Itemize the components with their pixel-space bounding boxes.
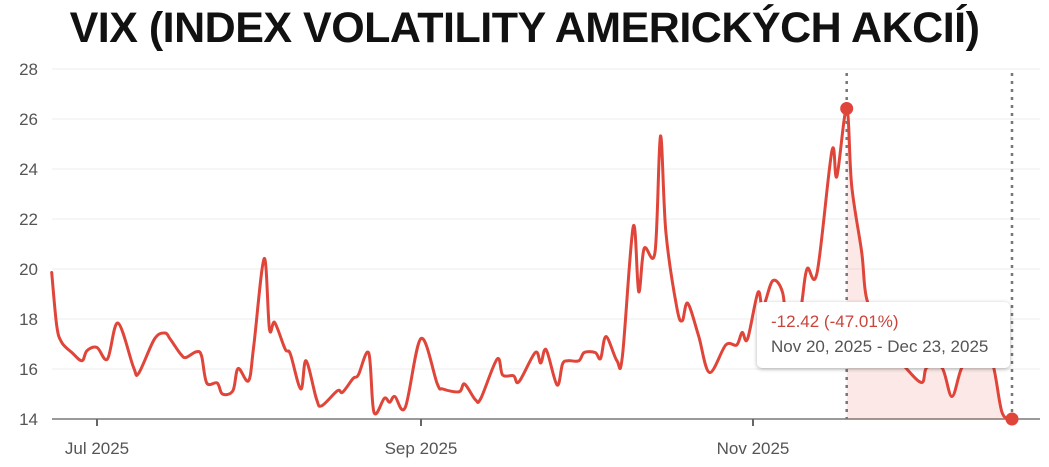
y-tick-label: 14 <box>19 410 38 429</box>
y-axis: 14 16 18 20 22 24 26 28 <box>19 60 38 429</box>
x-axis: Jul 2025 Sep 2025 Nov 2025 <box>52 418 1040 458</box>
x-tick-label: Sep 2025 <box>385 439 458 458</box>
selection-area <box>846 108 1012 419</box>
selection-end-marker <box>1005 412 1019 426</box>
vix-series-line <box>50 106 1014 421</box>
tooltip-date-range: Nov 20, 2025 - Dec 23, 2025 <box>771 337 989 356</box>
range-tooltip: -12.42 (-47.01%) Nov 20, 2025 - Dec 23, … <box>757 302 1010 368</box>
y-tick-label: 22 <box>19 210 38 229</box>
x-tick-label: Nov 2025 <box>717 439 790 458</box>
y-tick-label: 20 <box>19 260 38 279</box>
y-tick-label: 26 <box>19 110 38 129</box>
gridlines <box>52 68 1040 370</box>
chart-title: VIX (INDEX VOLATILITY AMERICKÝCH AKCIÍ) <box>69 4 980 52</box>
tooltip-change: -12.42 (-47.01%) <box>771 312 899 331</box>
x-tick-label: Jul 2025 <box>65 439 129 458</box>
y-tick-label: 24 <box>19 160 38 179</box>
y-tick-label: 16 <box>19 360 38 379</box>
y-tick-label: 28 <box>19 60 38 79</box>
selection-start-marker <box>840 102 854 115</box>
y-tick-label: 18 <box>19 310 38 329</box>
